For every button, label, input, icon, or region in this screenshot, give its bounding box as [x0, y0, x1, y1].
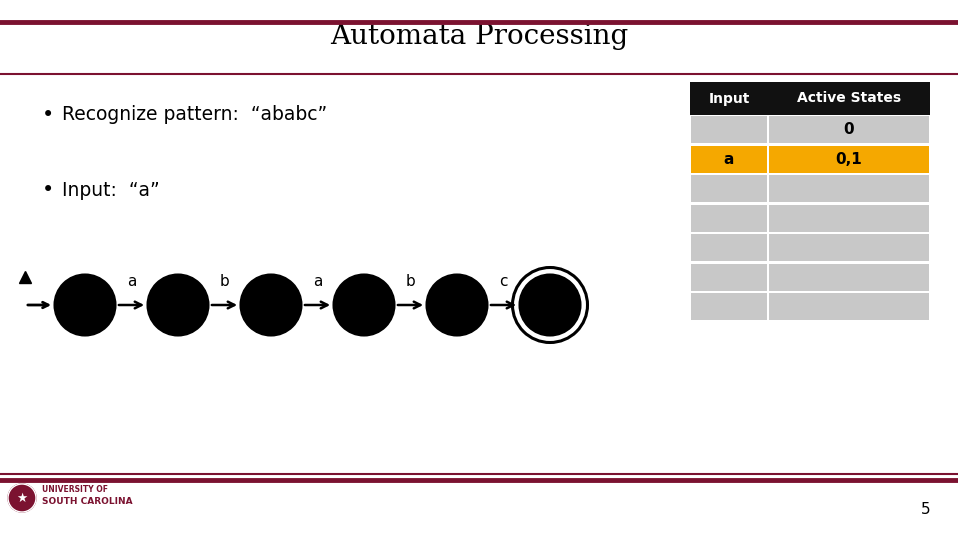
Bar: [691, 116, 767, 144]
Bar: [768, 82, 930, 115]
Text: 5: 5: [921, 503, 930, 517]
Text: UNIVERSITY OF: UNIVERSITY OF: [42, 485, 108, 495]
Text: 0,1: 0,1: [835, 152, 862, 167]
Bar: [769, 205, 929, 232]
Circle shape: [241, 275, 301, 335]
Text: a: a: [126, 274, 136, 289]
Text: Input: Input: [708, 91, 750, 105]
Text: 4: 4: [451, 296, 464, 314]
Text: 5: 5: [544, 296, 557, 314]
Text: •: •: [42, 105, 55, 125]
Text: ★: ★: [16, 491, 28, 504]
Text: a: a: [724, 152, 734, 167]
Bar: [691, 175, 767, 202]
Circle shape: [520, 275, 580, 335]
Bar: [691, 234, 767, 261]
Text: •: •: [42, 180, 55, 200]
Text: Automata Processing: Automata Processing: [330, 24, 628, 51]
Text: 1: 1: [171, 296, 184, 314]
Text: 0: 0: [79, 296, 91, 314]
Bar: [690, 82, 768, 115]
Bar: [769, 293, 929, 320]
Bar: [769, 234, 929, 261]
Text: b: b: [219, 274, 229, 289]
Circle shape: [334, 275, 394, 335]
Bar: [769, 146, 929, 173]
Bar: [691, 293, 767, 320]
Bar: [691, 205, 767, 232]
Bar: [769, 264, 929, 291]
Text: 0: 0: [844, 122, 855, 137]
Text: c: c: [499, 274, 508, 289]
Circle shape: [8, 484, 36, 512]
Bar: [769, 175, 929, 202]
Circle shape: [427, 275, 487, 335]
Text: b: b: [405, 274, 416, 289]
Text: Active States: Active States: [797, 91, 901, 105]
Text: 3: 3: [357, 296, 370, 314]
Circle shape: [55, 275, 115, 335]
Text: Recognize pattern:  “ababc”: Recognize pattern: “ababc”: [62, 105, 327, 125]
Text: Input:  “a”: Input: “a”: [62, 180, 160, 199]
Bar: [691, 146, 767, 173]
Bar: [769, 116, 929, 144]
Bar: [691, 264, 767, 291]
Circle shape: [148, 275, 208, 335]
Text: a: a: [313, 274, 322, 289]
Text: 2: 2: [264, 296, 277, 314]
Text: SOUTH CAROLINA: SOUTH CAROLINA: [42, 497, 132, 507]
